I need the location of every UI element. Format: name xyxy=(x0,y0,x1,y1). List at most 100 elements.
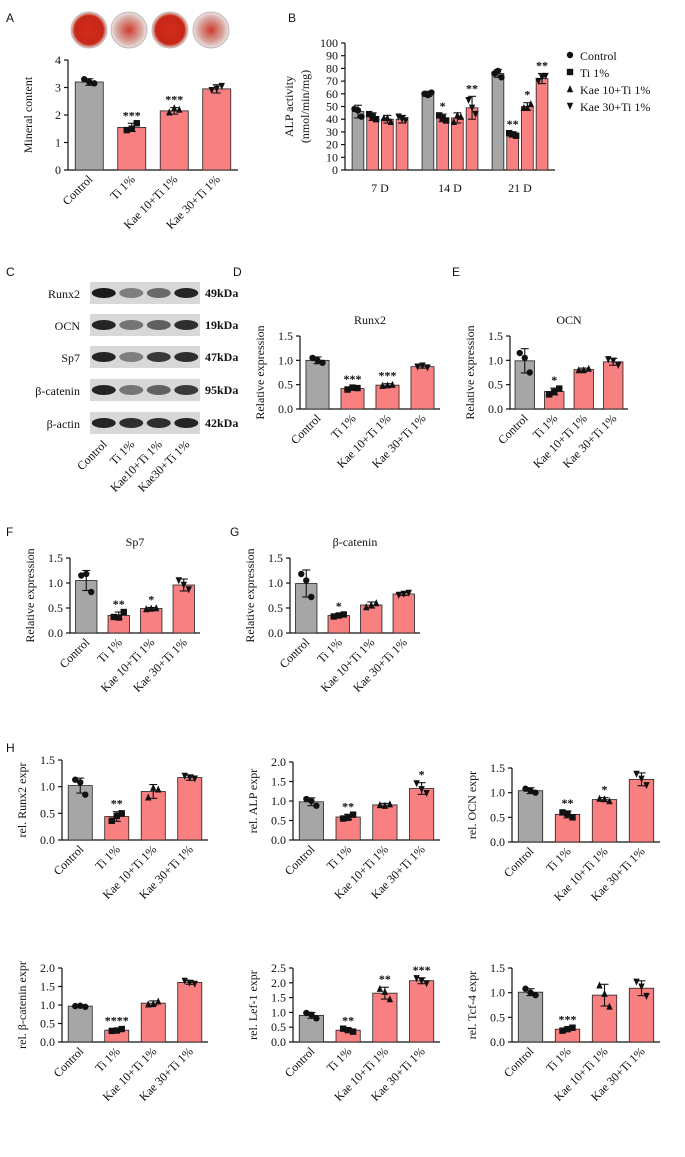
data-point xyxy=(155,997,162,1005)
y-tick-label: 3 xyxy=(55,81,61,95)
bar xyxy=(372,992,398,1043)
data-point xyxy=(372,116,380,123)
bar xyxy=(74,81,104,171)
significance: ** xyxy=(342,1013,354,1027)
bar xyxy=(351,111,365,171)
data-point xyxy=(108,1027,115,1035)
data-point xyxy=(108,817,115,824)
significance: ** xyxy=(562,796,574,810)
panel-label: E xyxy=(452,265,460,279)
legend-label: Control xyxy=(580,49,617,63)
data-point xyxy=(413,780,420,788)
data-point xyxy=(405,589,412,597)
bar xyxy=(67,785,93,841)
data-point xyxy=(601,795,608,803)
data-point xyxy=(379,381,386,389)
data-point xyxy=(72,1002,79,1010)
data-point xyxy=(118,1025,125,1033)
data-point xyxy=(150,1000,157,1008)
data-point xyxy=(384,114,391,122)
y-tick-label: 0.0 xyxy=(490,1035,505,1049)
size-label: 19kDa xyxy=(205,318,238,332)
data-point xyxy=(564,1025,571,1033)
data-point xyxy=(88,588,95,596)
data-point xyxy=(376,984,384,992)
data-point xyxy=(512,132,520,139)
data-point xyxy=(527,787,534,794)
size-label: 42kDa xyxy=(205,416,238,430)
y-axis-label: ALP activity xyxy=(282,76,296,137)
data-point xyxy=(524,103,531,111)
y-tick-label: 1 xyxy=(55,136,61,150)
x-tick-label: Control xyxy=(57,635,93,671)
blot-band xyxy=(119,320,144,330)
bar xyxy=(409,788,435,841)
x-tick-label: 14 D xyxy=(438,181,462,195)
data-point xyxy=(191,775,198,783)
data-point xyxy=(384,381,391,389)
data-point xyxy=(153,604,160,612)
data-point xyxy=(532,789,539,796)
significance: * xyxy=(419,768,425,782)
blot-band xyxy=(91,418,116,428)
y-tick-label: 0 xyxy=(55,163,61,177)
y-tick-label: 1.5 xyxy=(490,761,505,775)
blot-band xyxy=(174,288,199,298)
y-tick-label: 1.5 xyxy=(48,551,63,565)
data-point xyxy=(354,384,361,392)
y-tick-label: 80 xyxy=(326,61,338,75)
data-point xyxy=(509,131,516,138)
bar xyxy=(202,88,232,171)
data-point xyxy=(335,612,342,619)
data-point xyxy=(538,74,546,82)
data-point xyxy=(143,605,150,613)
panel-label: G xyxy=(230,525,239,539)
bar xyxy=(298,801,324,841)
data-point xyxy=(113,1027,120,1034)
data-point xyxy=(522,785,529,792)
y-tick-label: 1.5 xyxy=(271,991,286,1005)
data-point xyxy=(181,772,188,780)
data-point xyxy=(77,1002,84,1009)
y-tick-label: 1.0 xyxy=(48,576,63,590)
y-tick-label: 1.0 xyxy=(271,1005,286,1019)
data-point xyxy=(191,980,198,988)
y-tick-label: 0.0 xyxy=(488,402,503,416)
y-axis-label: rel. ALP expr xyxy=(246,769,260,834)
data-point xyxy=(82,791,89,798)
data-point xyxy=(376,801,384,809)
blot-strip xyxy=(90,412,200,434)
data-point xyxy=(185,586,192,594)
data-point xyxy=(569,1024,576,1031)
y-tick-label: 2.0 xyxy=(271,755,286,769)
y-tick-label: 70 xyxy=(326,74,338,88)
blot-strip xyxy=(90,379,200,401)
data-point xyxy=(386,800,394,808)
data-point xyxy=(303,1009,310,1017)
data-point xyxy=(454,111,461,119)
data-point xyxy=(402,117,409,125)
data-point xyxy=(381,801,389,809)
data-point xyxy=(423,980,430,988)
data-point xyxy=(566,102,574,110)
x-tick-label: Control xyxy=(51,1044,87,1080)
data-point xyxy=(526,369,533,376)
y-tick-label: 0.5 xyxy=(271,814,286,828)
significance: * xyxy=(440,99,446,113)
data-point xyxy=(532,991,539,999)
panel-label: C xyxy=(6,265,15,279)
data-point xyxy=(115,614,122,621)
significance: * xyxy=(551,373,557,387)
data-point xyxy=(83,570,90,578)
data-point xyxy=(395,113,402,121)
y-axis-label: Relative expression xyxy=(463,325,477,419)
bar xyxy=(421,93,435,171)
x-tick-label: Control xyxy=(282,1044,318,1080)
data-point xyxy=(564,810,571,818)
x-tick-label: Control xyxy=(495,411,531,447)
data-point xyxy=(344,814,352,821)
data-point xyxy=(610,357,617,365)
data-point xyxy=(643,992,650,1000)
bar xyxy=(628,778,655,843)
y-tick-label: 0.5 xyxy=(268,601,283,615)
